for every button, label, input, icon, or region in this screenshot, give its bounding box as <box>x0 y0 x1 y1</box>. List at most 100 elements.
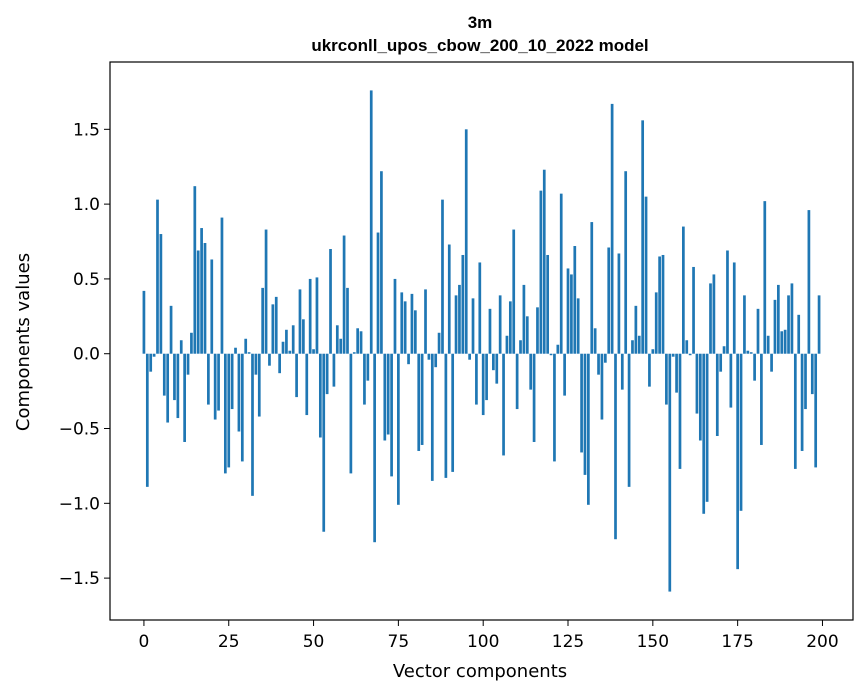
bar <box>190 332 193 354</box>
bar <box>332 353 336 387</box>
bar <box>196 250 200 354</box>
bar <box>576 298 580 354</box>
bar <box>505 335 509 354</box>
bar <box>454 295 458 354</box>
bar <box>166 353 170 423</box>
bar <box>366 353 370 381</box>
bar <box>787 295 790 354</box>
bar <box>637 335 641 354</box>
bar <box>152 353 156 357</box>
bar <box>566 268 570 354</box>
bar <box>308 278 312 354</box>
bar <box>183 353 186 442</box>
bar <box>715 353 719 436</box>
bar <box>780 331 784 354</box>
bar <box>682 226 685 354</box>
bar <box>688 353 692 356</box>
bar <box>807 210 811 354</box>
bar <box>329 249 332 354</box>
bar <box>142 290 146 354</box>
y-tick-label: 0.0 <box>73 345 100 365</box>
bar <box>488 308 492 354</box>
bar <box>800 353 804 451</box>
bar <box>427 353 431 360</box>
bar <box>240 353 244 462</box>
y-axis-label: Components values <box>13 253 34 431</box>
bar <box>397 353 400 505</box>
bar <box>719 353 723 372</box>
chart-subtitle: ukrconll_upos_cbow_200_10_2022 model <box>311 36 648 55</box>
bar <box>498 295 502 354</box>
bar <box>536 307 539 354</box>
bar <box>756 308 760 354</box>
bar <box>522 284 526 354</box>
bar <box>390 353 393 477</box>
bar <box>668 353 672 592</box>
bar <box>149 353 153 372</box>
bar <box>492 353 495 371</box>
plot-frame <box>109 61 854 621</box>
bar <box>570 274 573 354</box>
bar <box>291 325 295 354</box>
bar <box>481 353 485 416</box>
bar <box>539 190 543 354</box>
bar <box>288 350 292 354</box>
bar <box>322 353 326 532</box>
bars-group <box>142 90 821 592</box>
bar <box>702 353 706 514</box>
bar <box>760 353 763 445</box>
bar <box>302 319 305 354</box>
bar <box>485 353 488 401</box>
bar <box>658 256 661 354</box>
bar <box>495 353 499 384</box>
x-tick-label: 25 <box>218 632 240 652</box>
bar <box>641 120 645 354</box>
bar <box>400 292 404 354</box>
bar <box>156 199 159 354</box>
bar <box>145 353 149 487</box>
bar <box>369 90 373 354</box>
bar <box>678 353 682 469</box>
bar <box>685 340 689 354</box>
bar <box>173 353 176 401</box>
bar <box>200 228 203 354</box>
bar <box>519 340 522 354</box>
bar <box>631 340 634 354</box>
y-tick-label: 1.5 <box>73 120 100 140</box>
bar <box>444 353 448 478</box>
x-axis: 0 25 50 75 100 125 150 175 200 <box>139 620 839 652</box>
bar <box>651 349 655 354</box>
bar <box>661 254 665 354</box>
bar <box>193 186 197 354</box>
bar <box>285 329 288 354</box>
bar <box>271 304 275 354</box>
bar <box>546 254 550 354</box>
bar <box>512 229 516 354</box>
bar <box>318 353 322 438</box>
y-tick-label: −0.5 <box>59 420 100 440</box>
bar <box>793 353 797 469</box>
bar <box>695 353 699 414</box>
bar <box>234 347 237 354</box>
bar <box>468 353 471 360</box>
bar <box>797 314 801 354</box>
bar <box>525 316 529 354</box>
y-tick-label: −1.5 <box>59 569 100 589</box>
bar <box>783 329 787 354</box>
bar <box>359 331 363 354</box>
bar <box>634 305 638 354</box>
bar <box>597 353 600 375</box>
bar <box>770 353 773 372</box>
bar <box>363 353 366 405</box>
bar <box>671 353 675 357</box>
bar <box>278 353 281 374</box>
bar <box>610 103 614 354</box>
bar <box>777 284 780 354</box>
bar <box>162 353 166 396</box>
bar <box>620 353 624 390</box>
bar <box>471 298 475 354</box>
bar <box>298 289 302 354</box>
bar <box>790 283 794 354</box>
bar <box>712 274 716 354</box>
y-tick-label: −1.0 <box>59 494 100 514</box>
